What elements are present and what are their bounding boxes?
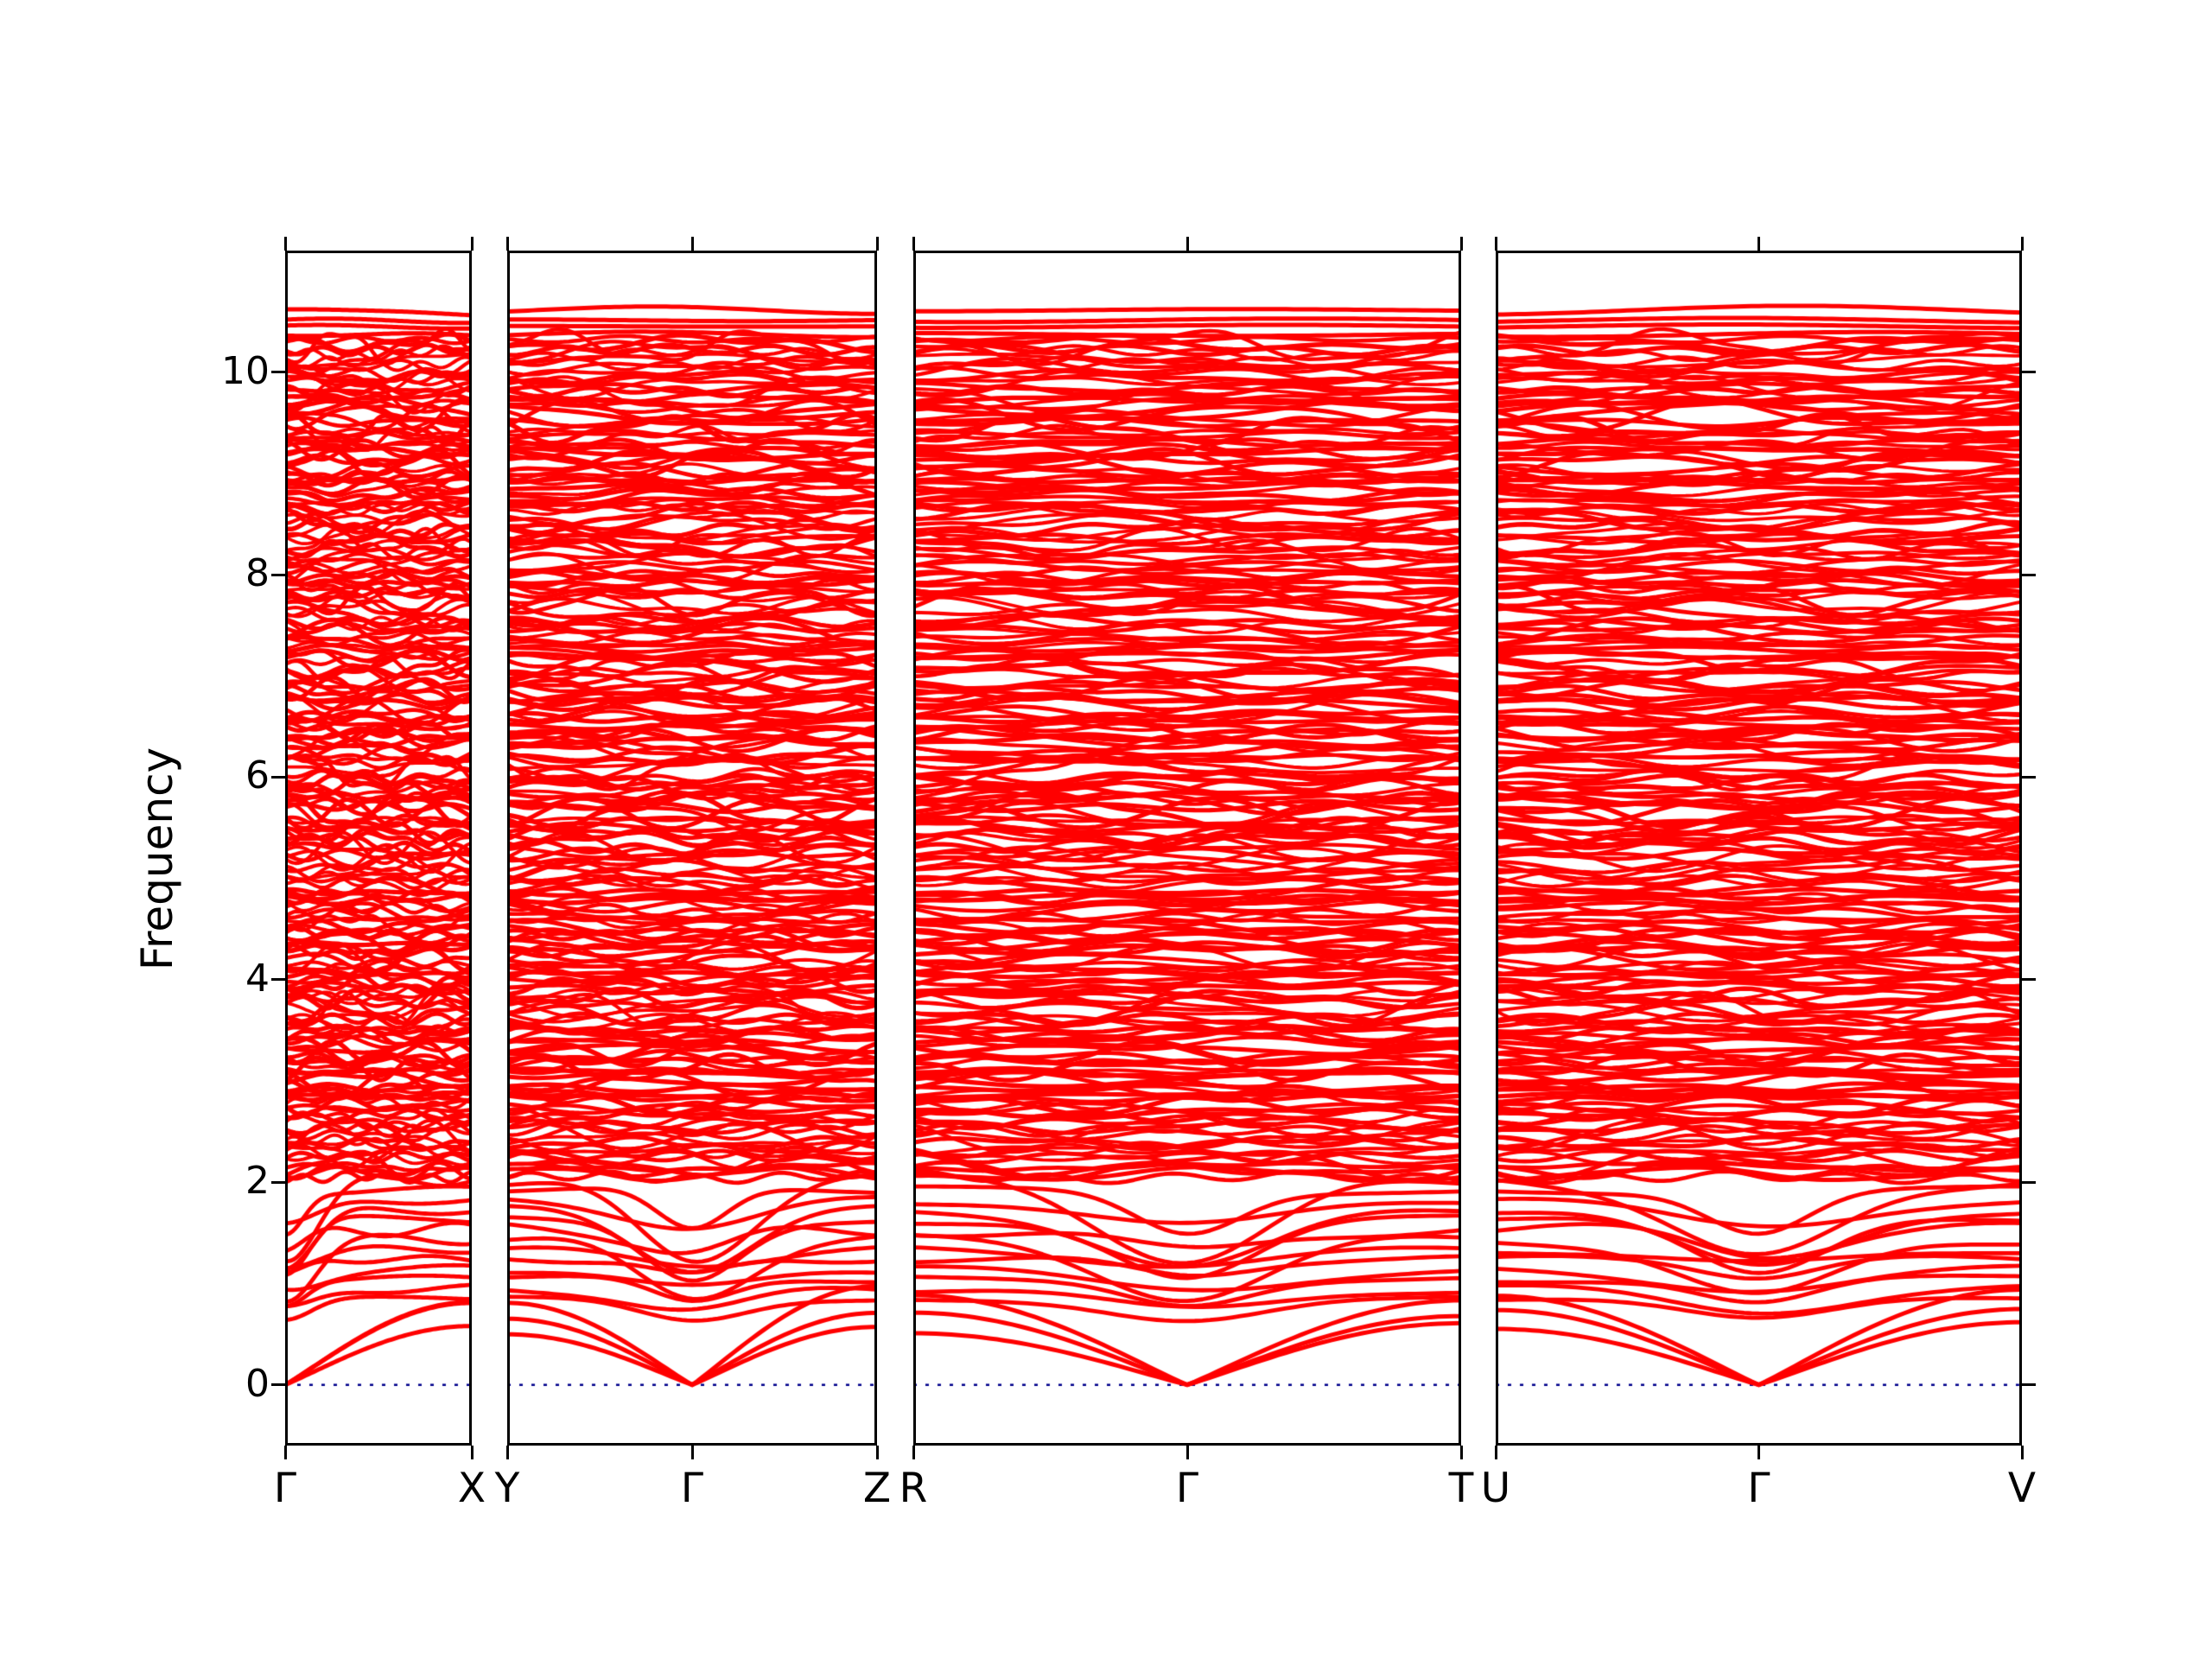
x-axis-tick xyxy=(2020,237,2024,251)
x-axis-tick xyxy=(283,1446,287,1459)
y-tick-label: 0 xyxy=(245,1361,270,1406)
y-tick-label: 2 xyxy=(245,1159,270,1204)
x-axis-tick xyxy=(1494,237,1497,251)
x-tick-label: U xyxy=(1480,1465,1511,1512)
x-tick-label: Y xyxy=(494,1465,520,1512)
x-axis-tick xyxy=(912,237,915,251)
y-axis-tick xyxy=(2022,371,2036,374)
x-tick-label: Γ xyxy=(1175,1465,1199,1512)
y-axis-tick xyxy=(2022,978,2036,982)
band-panel-canvas xyxy=(285,251,472,1446)
y-axis-tick xyxy=(271,775,285,779)
band-panel-canvas xyxy=(913,251,1461,1446)
y-axis-tick xyxy=(2022,775,2036,779)
y-axis-tick xyxy=(271,978,285,982)
x-tick-label: Γ xyxy=(680,1465,704,1512)
x-axis-tick xyxy=(1185,1446,1189,1459)
x-axis-tick xyxy=(912,1446,915,1459)
x-axis-tick xyxy=(505,237,509,251)
y-axis-tick xyxy=(271,1180,285,1184)
x-axis-tick xyxy=(2020,1446,2024,1459)
x-axis-tick xyxy=(690,237,694,251)
y-axis-tick xyxy=(2022,573,2036,576)
x-tick-label: X xyxy=(457,1465,486,1512)
x-axis-tick xyxy=(1494,1446,1497,1459)
x-axis-tick xyxy=(690,1446,694,1459)
y-tick-label: 10 xyxy=(221,348,270,393)
x-tick-label: Γ xyxy=(273,1465,297,1512)
y-axis-tick xyxy=(2022,1383,2036,1387)
y-tick-label: 8 xyxy=(245,551,270,596)
y-axis-tick xyxy=(2022,1180,2036,1184)
y-axis-tick xyxy=(271,371,285,374)
x-tick-label: Γ xyxy=(1747,1465,1770,1512)
x-axis-tick xyxy=(1758,237,1760,251)
band-panel-canvas xyxy=(1496,251,2022,1446)
y-tick-label: 6 xyxy=(245,753,270,798)
x-axis-tick xyxy=(470,237,474,251)
band-panel-canvas xyxy=(507,251,877,1446)
x-axis-tick xyxy=(283,237,287,251)
x-axis-tick xyxy=(875,237,879,251)
x-axis-tick xyxy=(1758,1446,1760,1459)
x-axis-tick xyxy=(1185,237,1189,251)
x-axis-tick xyxy=(1459,1446,1463,1459)
x-tick-label: Z xyxy=(862,1465,892,1512)
x-axis-tick xyxy=(470,1446,474,1459)
x-axis-tick xyxy=(875,1446,879,1459)
x-tick-label: V xyxy=(2007,1465,2037,1512)
x-tick-label: R xyxy=(899,1465,928,1512)
x-tick-label: T xyxy=(1448,1465,1474,1512)
x-axis-tick xyxy=(1459,237,1463,251)
y-axis-tick xyxy=(271,1383,285,1387)
y-tick-label: 4 xyxy=(245,956,270,1001)
y-axis-tick xyxy=(271,573,285,576)
x-axis-tick xyxy=(505,1446,509,1459)
